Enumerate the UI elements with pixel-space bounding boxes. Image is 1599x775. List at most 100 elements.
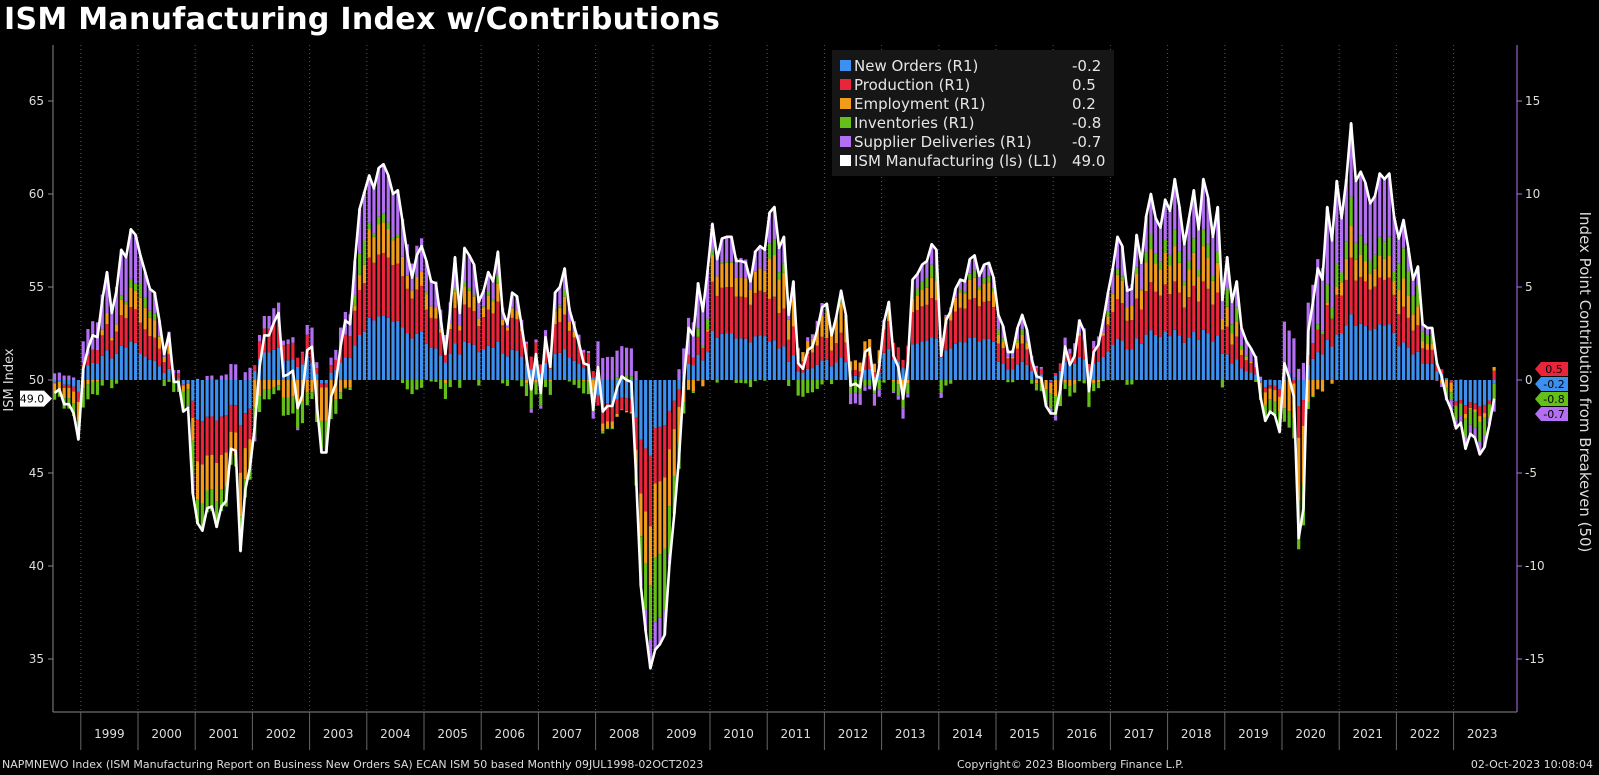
supplier-deliveries-bar [1301, 362, 1306, 380]
employment-bar [334, 380, 338, 400]
new-orders-bar [248, 380, 252, 409]
new-orders-bar [739, 338, 743, 380]
inventories-bar [563, 289, 567, 297]
new-orders-bar [510, 349, 514, 380]
inventories-bar [648, 585, 653, 639]
new-orders-bar [715, 337, 719, 380]
production-bar [925, 304, 929, 341]
production-bar [1115, 299, 1120, 339]
supplier-deliveries-bar [744, 259, 748, 279]
employment-bar [277, 380, 281, 386]
new-orders-bar [806, 368, 810, 380]
inventories-bar [949, 380, 953, 384]
new-orders-bar [734, 338, 738, 380]
new-orders-bar [76, 380, 81, 392]
inventories-bar [291, 396, 295, 414]
production-bar [1487, 400, 1491, 405]
supplier-deliveries-bar [1135, 234, 1139, 268]
new-orders-bar [167, 368, 171, 380]
production-bar [963, 308, 967, 343]
legend-item-new-orders[interactable]: New Orders (R1) -0.2 [840, 56, 1114, 75]
employment-bar [57, 381, 61, 390]
inventories-bar [925, 278, 929, 288]
employment-bar [1025, 343, 1029, 350]
employment-bar [310, 380, 314, 393]
supplier-deliveries-bar [396, 190, 400, 235]
ism-manufacturing-line [53, 122, 1496, 670]
production-bar [353, 310, 357, 346]
production-bar [267, 328, 271, 353]
new-orders-bar [1196, 339, 1201, 380]
right-last-value-tag: -0.8 [1535, 392, 1568, 406]
supplier-deliveries-bar [915, 273, 919, 289]
inventories-bar [443, 382, 448, 399]
supplier-deliveries-bar [624, 347, 629, 376]
supplier-deliveries-bar [434, 281, 438, 308]
employment-bar [186, 383, 190, 390]
inventories-bar [820, 380, 824, 385]
new-orders-bar [853, 375, 857, 380]
employment-bar [200, 464, 204, 504]
supplier-deliveries-bar [543, 330, 548, 338]
employment-bar [448, 323, 452, 330]
new-orders-bar [667, 380, 672, 411]
new-orders-bar [1459, 380, 1463, 401]
employment-bar [1006, 356, 1010, 359]
supplier-deliveries-bar [901, 408, 905, 419]
production-bar [324, 383, 328, 388]
inventories-bar [1373, 254, 1377, 269]
supplier-deliveries-bar [1006, 349, 1010, 357]
employment-bar [1468, 407, 1472, 410]
legend-item-inventories[interactable]: Inventories (R1) -0.8 [840, 113, 1114, 132]
production-bar [915, 310, 919, 344]
employment-bar [672, 429, 676, 476]
inventories-bar [362, 240, 367, 265]
employment-bar [920, 289, 924, 307]
new-orders-bar [553, 353, 557, 380]
employment-bar [1053, 380, 1058, 396]
supplier-deliveries-bar [1354, 180, 1358, 243]
employment-bar [219, 454, 224, 490]
inventories-bar [1401, 248, 1406, 279]
supplier-deliveries-bar [62, 375, 66, 380]
supplier-deliveries-bar [920, 264, 924, 282]
new-orders-bar [1430, 364, 1434, 380]
new-orders-bar [243, 380, 247, 414]
production-bar [95, 350, 100, 364]
new-orders-bar [710, 330, 714, 380]
employment-bar [663, 477, 667, 549]
employment-bar [748, 289, 753, 305]
legend-item-employment[interactable]: Employment (R1) 0.2 [840, 94, 1114, 113]
legend-item-ism-manufacturing[interactable]: ISM Manufacturing (ls) (L1) 49.0 [840, 151, 1114, 170]
employment-bar [853, 360, 857, 370]
inventories-bar [1011, 380, 1015, 383]
inventories-bar [715, 380, 719, 383]
inventories-bar [1330, 307, 1334, 319]
new-orders-bar [772, 340, 776, 380]
inventories-bar [386, 222, 390, 229]
new-orders-bar [891, 359, 896, 380]
legend-item-supplier-deliveries[interactable]: Supplier Deliveries (R1) -0.7 [840, 132, 1114, 151]
inventories-bar [167, 380, 171, 382]
supplier-deliveries-bar [586, 350, 591, 354]
supplier-deliveries-bar [1020, 314, 1024, 330]
inventories-bar [1411, 295, 1415, 315]
production-bar [1320, 334, 1325, 355]
production-bar [1058, 363, 1062, 371]
employment-bar [658, 481, 662, 555]
production-bar [515, 319, 519, 351]
production-bar [334, 359, 338, 370]
employment-bar [267, 380, 271, 390]
employment-bar [1311, 380, 1315, 396]
new-orders-bar [1387, 324, 1391, 380]
supplier-deliveries-bar [338, 327, 343, 346]
new-orders-bar [372, 320, 376, 380]
supplier-deliveries-swatch [840, 136, 851, 147]
employment-bar [1182, 285, 1186, 308]
production-bar [1149, 282, 1153, 331]
production-bar [219, 416, 224, 455]
legend-item-production[interactable]: Production (R1) 0.5 [840, 75, 1114, 94]
employment-bar [863, 341, 867, 358]
employment-bar [1373, 268, 1377, 287]
production-bar [358, 289, 362, 335]
